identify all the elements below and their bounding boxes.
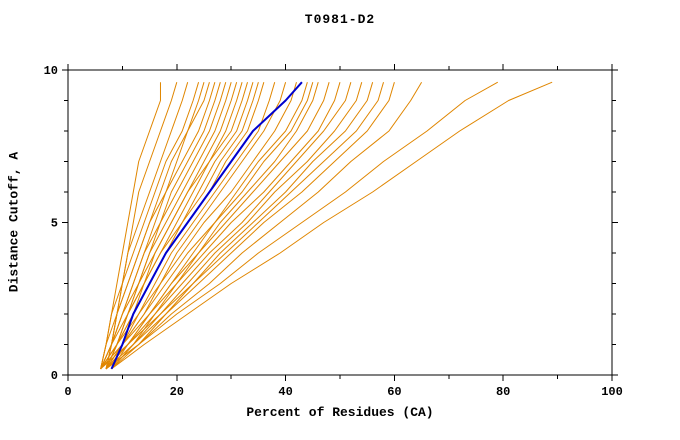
model-curve (100, 82, 210, 370)
x-tick-label: 60 (387, 385, 401, 399)
x-tick-label: 20 (170, 385, 184, 399)
model-curve (105, 82, 216, 370)
model-curve (111, 82, 319, 370)
model-curve (105, 82, 314, 370)
x-axis-label: Percent of Residues (CA) (246, 405, 434, 420)
model-curve (100, 82, 254, 370)
y-tick-label: 10 (44, 64, 58, 78)
model-curve (111, 81, 423, 370)
model-curve (100, 82, 287, 370)
model-curve (105, 82, 297, 370)
model-curve (105, 82, 395, 370)
x-tick-label: 80 (496, 385, 510, 399)
model-curve (100, 82, 232, 370)
x-tick-label: 0 (64, 385, 71, 399)
y-tick-label: 5 (51, 217, 58, 231)
model-curve (111, 82, 352, 370)
chart-title: T0981-D2 (304, 12, 376, 27)
model-curve (111, 82, 384, 370)
model-curve (105, 81, 499, 370)
model-curve (105, 82, 374, 370)
highlighted-curve (110, 81, 303, 370)
x-tick-label: 100 (601, 385, 623, 399)
y-tick-label: 0 (51, 369, 58, 383)
model-curve (100, 82, 243, 370)
model-curve (100, 82, 178, 370)
model-curve (105, 82, 341, 370)
model-curve (111, 81, 553, 370)
model-curve (105, 82, 276, 370)
model-curve (100, 82, 200, 370)
model-curve (100, 82, 330, 370)
model-curve (100, 82, 363, 370)
x-tick-label: 40 (278, 385, 292, 399)
